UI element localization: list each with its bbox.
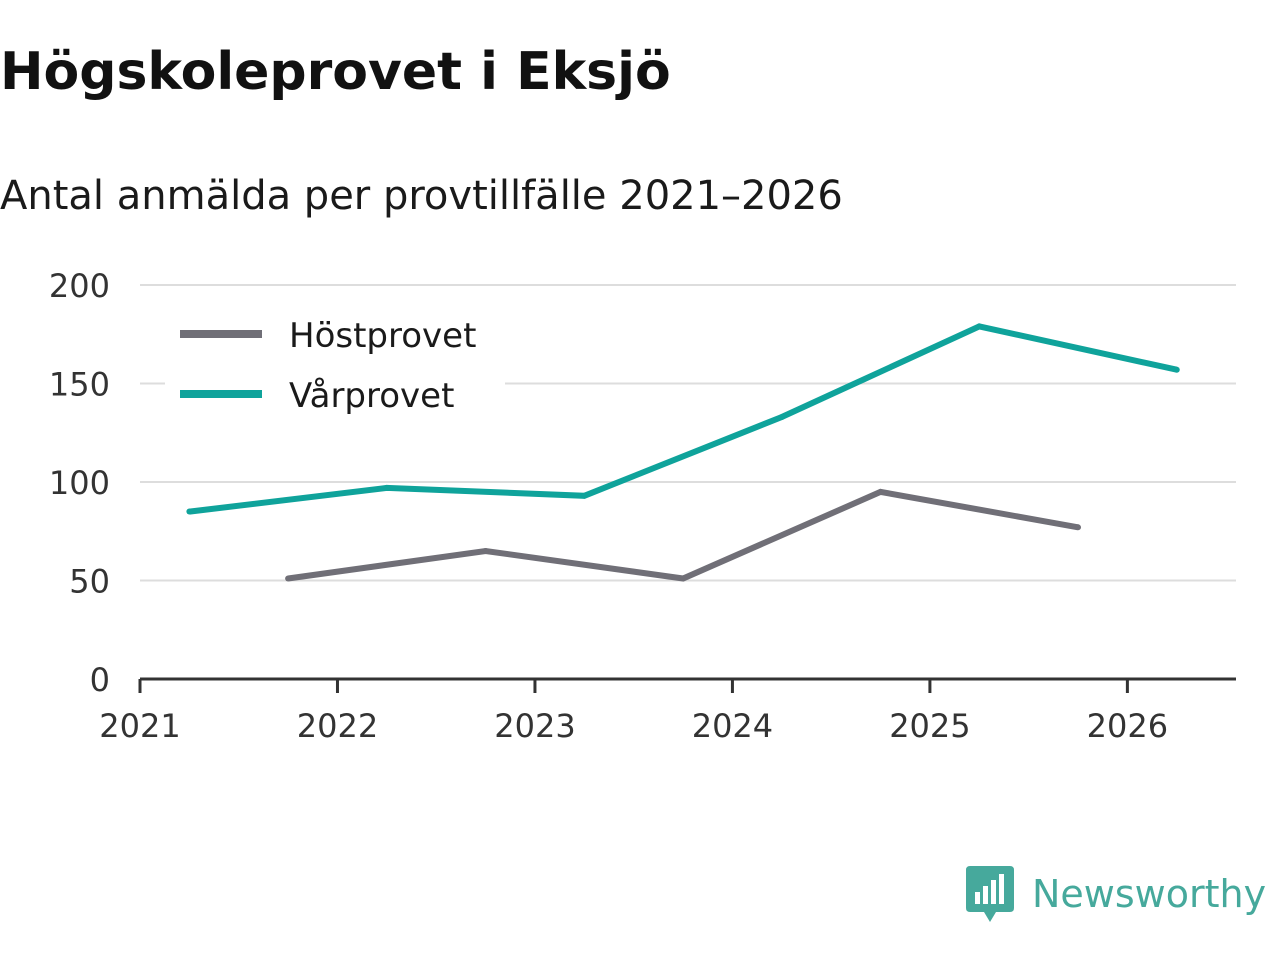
data-point (976, 323, 983, 330)
data-point (1075, 524, 1082, 531)
legend-label: Höstprovet (289, 316, 476, 356)
data-point (581, 492, 588, 499)
data-point (680, 575, 687, 582)
series-line-hostprovet (287, 488, 1079, 582)
data-point (186, 508, 193, 515)
gridlines (140, 284, 1236, 582)
y-tick-label: 200 (49, 267, 110, 305)
chart-subtitle: Antal anmälda per provtillfälle 2021–202… (0, 173, 843, 219)
x-tick-label: 2026 (1087, 707, 1168, 745)
series-lines (186, 323, 1180, 582)
y-tick-label: 100 (49, 464, 110, 502)
x-tick-label: 2022 (297, 707, 378, 745)
x-tick-label: 2023 (494, 707, 575, 745)
data-point (877, 488, 884, 495)
data-point (383, 484, 390, 491)
series-line-varprovet (189, 323, 1178, 515)
x-tick-label: 2025 (889, 707, 970, 745)
legend-label: Vårprovet (289, 376, 454, 416)
y-tick-label: 0 (90, 661, 110, 699)
y-tick-label: 50 (69, 563, 110, 601)
y-tick-label: 150 (49, 366, 110, 404)
x-axis (138, 677, 1236, 693)
data-point (1173, 366, 1180, 373)
newsworthy-logo: Newsworthy (964, 864, 1266, 924)
y-axis-tick-labels: 0 50 100 150 200 (49, 267, 110, 699)
x-axis-tick-labels: 2021 2022 2023 2024 2025 2026 (99, 707, 1168, 745)
data-point (285, 575, 292, 582)
legend-background (165, 305, 505, 425)
chart-title: Högskoleprovet i Eksjö (0, 42, 671, 102)
data-point (482, 547, 489, 554)
x-tick-label: 2021 (99, 707, 180, 745)
data-point (778, 413, 785, 420)
legend: Höstprovet Vårprovet (165, 305, 505, 425)
newsworthy-logo-icon (966, 866, 1014, 922)
brand-name: Newsworthy (1032, 872, 1267, 916)
x-tick-label: 2024 (692, 707, 773, 745)
